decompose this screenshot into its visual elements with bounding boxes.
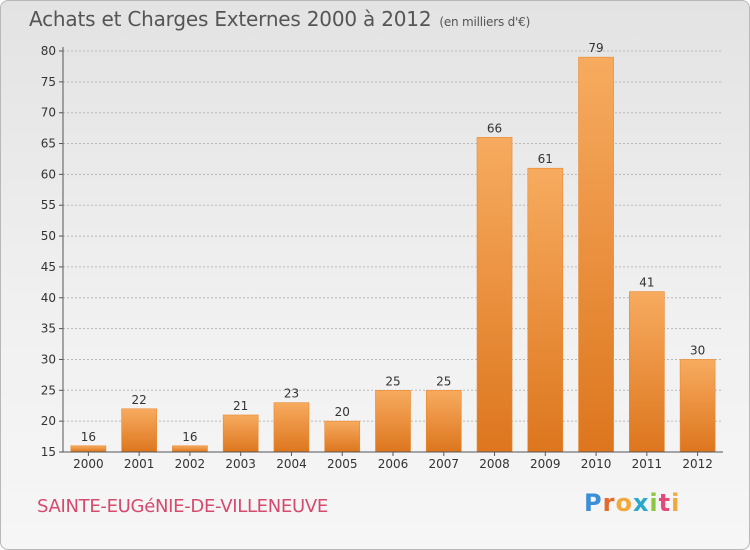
- bar: [527, 167, 564, 453]
- y-tick-label: 25: [41, 383, 56, 397]
- logo-letter: i: [649, 489, 659, 517]
- x-tick-label: 2002: [175, 457, 206, 471]
- bar-value-label: 22: [132, 393, 147, 407]
- x-tick-label: 2011: [632, 457, 663, 471]
- logo-letter: t: [658, 489, 672, 517]
- bar: [273, 402, 310, 453]
- bar: [222, 414, 259, 453]
- bar: [425, 390, 462, 453]
- chart-title: Achats et Charges Externes 2000 à 2012 (e…: [29, 7, 530, 31]
- bar-value-label: 41: [639, 276, 654, 290]
- bar-value-label: 23: [284, 387, 299, 401]
- logo-letter: P: [584, 489, 603, 517]
- bar-value-label: 79: [588, 41, 603, 55]
- bar: [375, 390, 411, 453]
- logo-letter: o: [615, 489, 633, 517]
- y-axis: 15 20 25 30 35 40 45 50 55 60 65 70 75 80: [41, 44, 64, 459]
- x-tick-label: 2001: [124, 457, 155, 471]
- bar-value-label: 30: [690, 343, 705, 357]
- x-tick-label: 2000: [73, 457, 104, 471]
- x-tick-label: 2012: [682, 457, 713, 471]
- y-tick-label: 60: [41, 167, 56, 181]
- y-tick-label: 45: [41, 260, 56, 274]
- bar: [679, 359, 716, 453]
- bar-value-label: 66: [487, 121, 502, 135]
- bar-value-label: 20: [335, 405, 350, 419]
- bar-value-label: 21: [233, 399, 248, 413]
- bar: [476, 137, 513, 453]
- y-tick-label: 30: [41, 352, 56, 366]
- bar: [629, 291, 665, 453]
- bar-value-label: 16: [81, 430, 96, 444]
- y-tick-label: 70: [41, 106, 56, 120]
- y-tick-label: 20: [41, 414, 56, 428]
- bar: [121, 408, 157, 453]
- gridlines: [63, 50, 723, 453]
- logo-letter: r: [602, 489, 616, 517]
- chart-title-text: Achats et Charges Externes 2000 à 2012: [29, 7, 432, 31]
- commune-name: SAINTE-EUGéNIE-DE-VILLENEUVE: [37, 496, 328, 517]
- bar-value-label: 61: [538, 152, 553, 166]
- y-tick-label: 50: [41, 229, 56, 243]
- y-tick-label: 75: [41, 75, 56, 89]
- proxiti-logo[interactable]: Proxiti: [584, 489, 680, 517]
- y-tick-label: 40: [41, 291, 56, 305]
- bar-value-label: 25: [385, 374, 400, 388]
- bar-value-label: 25: [436, 374, 451, 388]
- y-tick-label: 80: [41, 44, 56, 58]
- y-tick-label: 55: [41, 198, 56, 212]
- x-axis: 2000 2001 2002 2003 2004 2005 2006 2007 2008 2009…: [63, 451, 723, 471]
- y-tick-label: 15: [41, 445, 56, 459]
- bar: [324, 420, 361, 453]
- bar-value-label: 16: [182, 430, 197, 444]
- bar: [172, 445, 208, 453]
- logo-letter: i: [671, 489, 681, 517]
- x-tick-label: 2003: [225, 457, 256, 471]
- x-tick-label: 2004: [276, 457, 307, 471]
- bars: 16 22 16 21 23 20 25 25 66 61 79 41 30: [70, 41, 716, 453]
- x-tick-label: 2005: [327, 457, 358, 471]
- x-tick-label: 2009: [530, 457, 561, 471]
- y-tick-label: 65: [41, 137, 56, 151]
- x-tick-label: 2007: [428, 457, 459, 471]
- chart-subtitle: (en milliers d'€): [439, 15, 531, 29]
- y-tick-label: 35: [41, 322, 56, 336]
- x-tick-label: 2010: [581, 457, 612, 471]
- x-tick-label: 2008: [479, 457, 510, 471]
- bar: [578, 56, 614, 453]
- x-tick-label: 2006: [378, 457, 409, 471]
- logo-letter: x: [632, 489, 650, 517]
- bar: [70, 445, 107, 453]
